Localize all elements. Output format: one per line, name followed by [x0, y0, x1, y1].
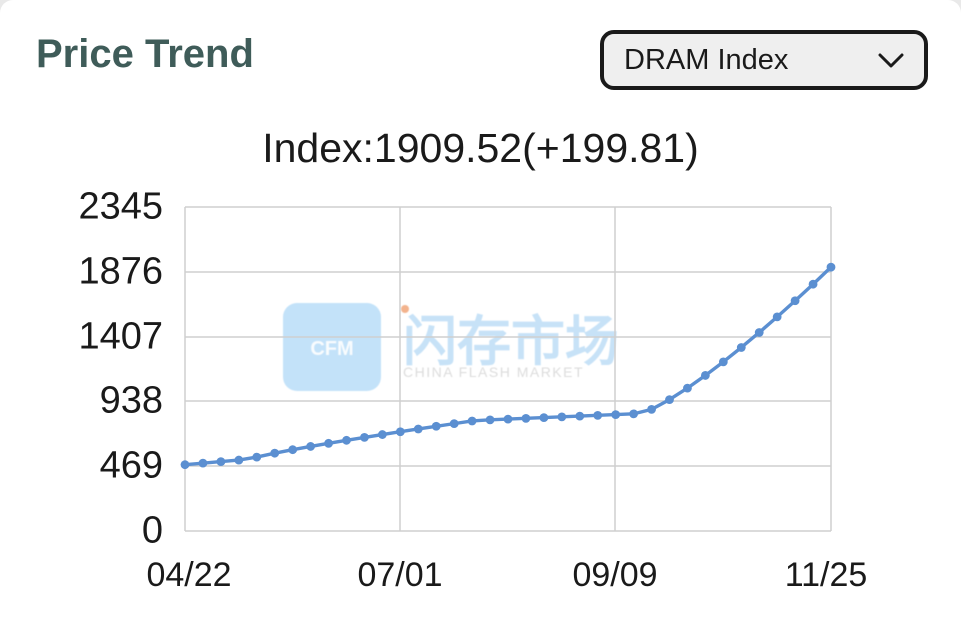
svg-text:闪存市场: 闪存市场 — [403, 312, 619, 372]
svg-text:CFM: CFM — [310, 338, 353, 360]
svg-text:CHINA FLASH MARKET: CHINA FLASH MARKET — [403, 364, 584, 380]
